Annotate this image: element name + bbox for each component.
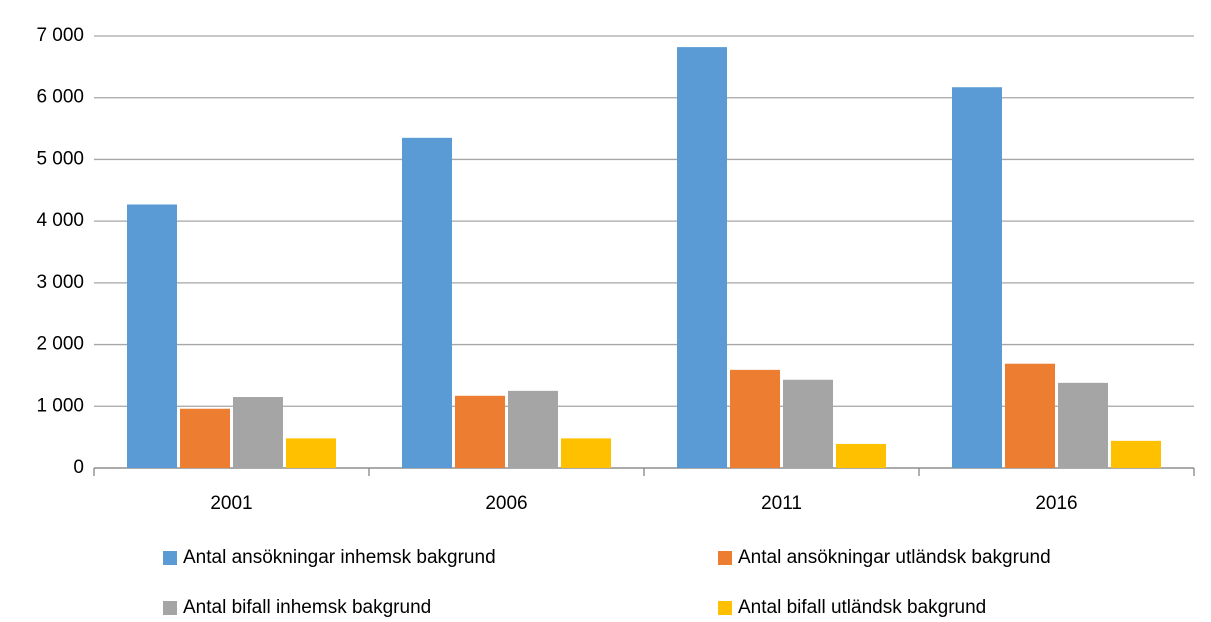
legend-label: Antal ansökningar inhemsk bakgrund	[183, 547, 496, 568]
bar	[127, 204, 177, 469]
bar	[677, 47, 727, 468]
bar	[783, 379, 833, 468]
bar	[836, 443, 886, 468]
bar	[561, 438, 611, 468]
x-tick-label: 2001	[210, 493, 252, 514]
legend-label: Antal ansökningar utländsk bakgrund	[738, 547, 1051, 568]
bar	[233, 397, 283, 468]
bar	[730, 369, 780, 468]
bar	[1005, 363, 1055, 468]
bar	[286, 438, 336, 468]
legend-swatch	[718, 551, 732, 565]
bar	[402, 137, 452, 469]
y-tick-label: 5 000	[36, 148, 84, 169]
bar	[455, 395, 505, 468]
legend-swatch	[163, 551, 177, 565]
legend-swatch	[163, 601, 177, 615]
y-tick-label: 0	[73, 457, 84, 478]
x-tick-label: 2006	[485, 493, 527, 514]
bar	[1058, 382, 1108, 468]
bar	[508, 390, 558, 468]
legend-label: Antal bifall utländsk bakgrund	[738, 597, 986, 618]
x-tick-label: 2011	[761, 493, 802, 514]
y-tick-label: 1 000	[36, 395, 84, 416]
y-tick-label: 2 000	[36, 334, 84, 355]
y-tick-label: 4 000	[36, 210, 84, 231]
y-tick-label: 7 000	[36, 25, 84, 46]
y-tick-label: 3 000	[36, 272, 84, 293]
y-tick-label: 6 000	[36, 87, 84, 108]
legend-label: Antal bifall inhemsk bakgrund	[183, 597, 431, 618]
bar	[952, 87, 1002, 469]
legend-swatch	[718, 601, 732, 615]
x-tick-label: 2016	[1035, 493, 1077, 514]
bar	[180, 408, 230, 468]
bar	[1111, 440, 1161, 468]
